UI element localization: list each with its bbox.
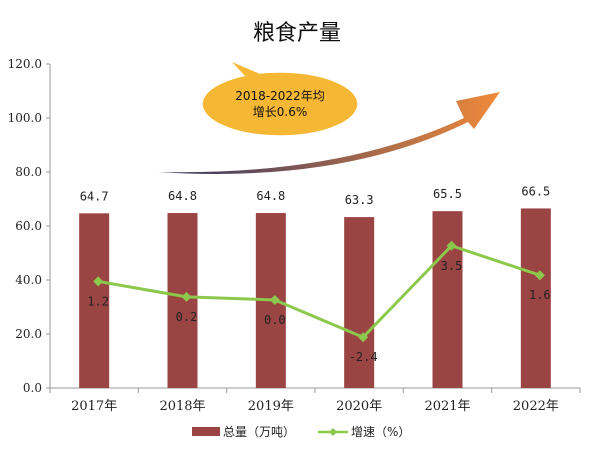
callout-line-2: 增长0.6%	[253, 105, 308, 119]
callout-tail	[232, 62, 260, 76]
line-point	[93, 276, 104, 287]
legend-swatch-growth-marker	[329, 428, 337, 436]
bar	[167, 213, 198, 388]
legend-label-growth: 增速（%）	[351, 425, 410, 439]
chart-title: 粮食产量	[253, 21, 341, 46]
line-data-label: 1.2	[87, 294, 109, 308]
legend-label-total: 总量（万吨）	[223, 425, 295, 439]
line-point	[534, 270, 545, 281]
bar	[432, 211, 463, 388]
y-tick-label: 20.0	[15, 327, 42, 341]
bar-data-label: 64.7	[80, 189, 109, 203]
bar-series: 64.7 64.8 64.8 63.3 65.5 66.5	[79, 184, 551, 388]
line-data-label: 3.5	[441, 259, 463, 273]
x-axis-labels: 2017年 2018年 2019年 2020年 2021年 2022年	[71, 399, 559, 414]
bar	[520, 208, 551, 388]
line-point	[358, 332, 369, 343]
y-tick-label: 0.0	[23, 381, 42, 395]
x-tick-label: 2020年	[336, 399, 382, 414]
x-tick-label: 2019年	[248, 399, 294, 414]
line-data-label: 1.6	[529, 288, 551, 302]
legend-swatch-total	[192, 427, 220, 436]
bar	[344, 217, 375, 388]
x-tick-label: 2021年	[424, 399, 470, 414]
bar-data-label: 66.5	[521, 184, 550, 198]
line-point	[446, 240, 457, 251]
bar-data-label: 63.3	[345, 193, 374, 207]
y-tick-label: 60.0	[15, 219, 42, 233]
line-series: 1.2 0.2 0.0 -2.4 3.5 1.6	[87, 240, 551, 364]
trend-arrow	[158, 92, 500, 174]
y-tick-label: 40.0	[15, 273, 42, 287]
bar-data-label: 64.8	[256, 189, 285, 203]
bar-data-label: 65.5	[433, 187, 462, 201]
line-data-label: -2.4	[349, 350, 378, 364]
line-point	[269, 295, 280, 305]
x-tick-label: 2017年	[71, 399, 117, 414]
y-tick-label: 120.0	[8, 57, 42, 71]
line-data-label: 0.0	[264, 313, 286, 327]
bar	[79, 213, 110, 388]
callout: 2018-2022年均 增长0.6%	[201, 62, 359, 137]
x-tick-label: 2022年	[513, 399, 559, 414]
callout-line-1: 2018-2022年均	[235, 89, 324, 103]
trend-arrow-shape	[158, 92, 500, 174]
axis: 0.0 20.0 40.0 60.0 80.0 100.0 120.0	[8, 57, 581, 395]
x-tick-label: 2018年	[159, 399, 205, 414]
line-data-label: 0.2	[176, 310, 198, 324]
line-point	[181, 291, 192, 302]
legend: 总量（万吨） 增速（%）	[192, 425, 410, 439]
y-tick-label: 100.0	[8, 111, 42, 125]
y-tick-label: 80.0	[15, 165, 42, 179]
growth-line	[97, 244, 541, 339]
callout-bubble	[201, 71, 359, 137]
bar-data-label: 64.8	[168, 189, 197, 203]
